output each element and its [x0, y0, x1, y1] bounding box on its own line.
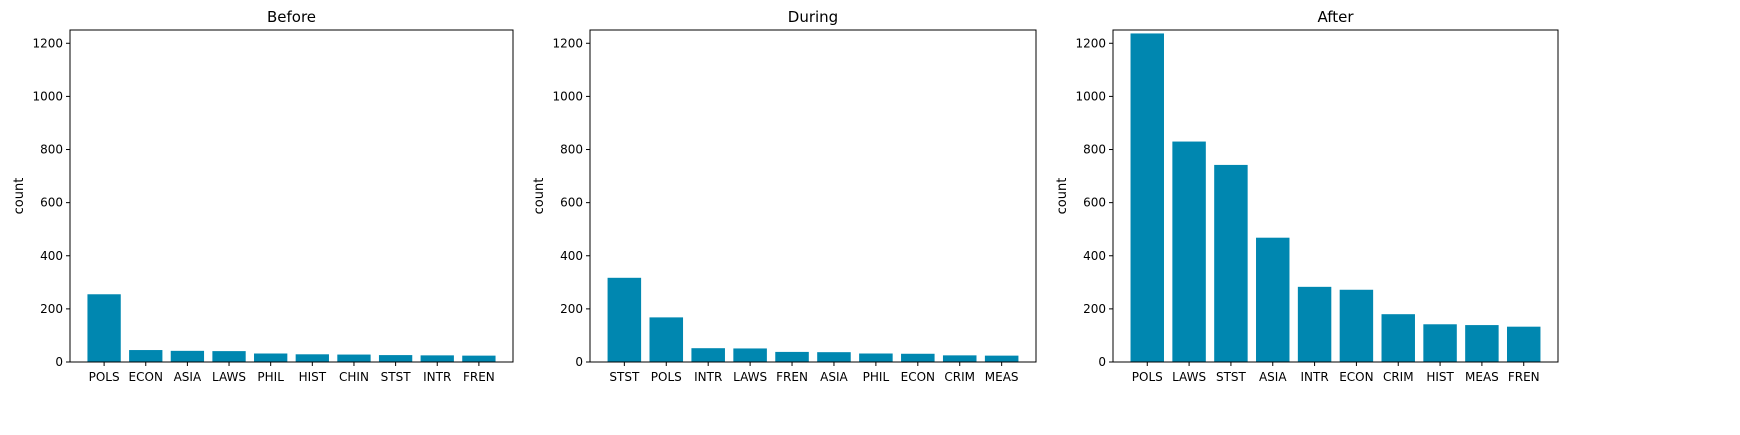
- bar-fren: [1507, 326, 1541, 362]
- x-tick-label: FREN: [776, 370, 808, 384]
- y-tick-label: 0: [575, 355, 583, 369]
- plot-frame: [589, 29, 1037, 363]
- bar-laws: [733, 348, 767, 362]
- x-tick-label: INTR: [694, 370, 722, 384]
- x-tick-label: STST: [609, 370, 640, 384]
- bar-hist: [295, 354, 329, 362]
- y-tick-label: 1000: [32, 89, 63, 103]
- bar-econ: [1339, 289, 1374, 362]
- y-tick-label: 400: [560, 249, 583, 263]
- y-tick-label: 1000: [552, 89, 583, 103]
- x-tick-label: ECON: [901, 370, 935, 384]
- x-tick-label: CRIM: [944, 370, 975, 384]
- chart-panel-after: POLS LAWS STST ASIA INTR ECON CRIM HIST MEAS FREN…: [1055, 8, 1559, 384]
- x-tick-label: STST: [381, 370, 412, 384]
- bar-crim: [1381, 314, 1415, 362]
- bar-laws: [1172, 141, 1206, 362]
- bar-econ: [901, 353, 935, 362]
- y-axis-label: count: [1055, 178, 1070, 215]
- y-tick-label: 600: [1083, 196, 1106, 210]
- bar-intr: [1297, 286, 1332, 362]
- bar-asia: [1256, 237, 1290, 362]
- y-tick-label: 800: [40, 143, 63, 157]
- x-tick-label: FREN: [463, 370, 495, 384]
- bar-intr: [691, 348, 725, 362]
- bar-pols: [649, 317, 684, 362]
- bar-laws: [212, 351, 246, 362]
- y-tick-label: 1200: [552, 36, 583, 50]
- x-tick-label: PHIL: [863, 370, 890, 384]
- bar-pols: [1130, 33, 1164, 362]
- x-tick-label: HIST: [299, 370, 327, 384]
- y-tick-label: 0: [55, 355, 63, 369]
- bar-asia: [817, 352, 851, 362]
- y-axis-label: count: [12, 178, 27, 215]
- bar-econ: [129, 350, 163, 362]
- y-tick-label: 1000: [1075, 89, 1106, 103]
- bar-meas: [984, 355, 1019, 362]
- x-tick-label: POLS: [651, 370, 682, 384]
- chart-title: Before: [267, 8, 316, 26]
- y-tick-label: 400: [40, 249, 63, 263]
- x-tick-label: ECON: [129, 370, 163, 384]
- y-tick-label: 200: [560, 302, 583, 316]
- bar-stst: [607, 277, 642, 362]
- y-tick-label: 0: [1098, 355, 1106, 369]
- plot-frame: [69, 29, 514, 363]
- bar-chin: [337, 354, 371, 362]
- bar-meas: [1465, 325, 1499, 362]
- x-tick-label: MEAS: [985, 370, 1019, 384]
- bar-asia: [170, 350, 205, 362]
- x-tick-label: POLS: [89, 370, 120, 384]
- x-tick-label: HIST: [1426, 370, 1454, 384]
- x-tick-label: LAWS: [212, 370, 246, 384]
- chart-title: During: [788, 8, 838, 26]
- bar-stst: [378, 355, 413, 362]
- bar-hist: [1423, 324, 1457, 362]
- y-axis-label: count: [532, 178, 547, 215]
- bar-pols: [87, 294, 121, 362]
- x-tick-label: STST: [1216, 370, 1247, 384]
- x-tick-label: ASIA: [1259, 370, 1287, 384]
- y-tick-label: 200: [1083, 302, 1106, 316]
- x-tick-label: INTR: [423, 370, 451, 384]
- x-tick-label: ECON: [1339, 370, 1373, 384]
- x-tick-label: PHIL: [257, 370, 284, 384]
- chart-panel-before: POLS ECON ASIA LAWS PHIL HIST CHIN STST INTR FREN…: [12, 8, 514, 384]
- bar-intr: [420, 355, 454, 362]
- bar-phil: [859, 353, 893, 362]
- plot-frame: [1112, 29, 1559, 363]
- y-tick-label: 800: [560, 143, 583, 157]
- bar-fren: [462, 355, 496, 362]
- x-tick-label: ASIA: [174, 370, 202, 384]
- bar-crim: [942, 355, 977, 362]
- y-tick-label: 1200: [1075, 36, 1106, 50]
- x-tick-label: CHIN: [339, 370, 369, 384]
- x-tick-label: LAWS: [1172, 370, 1206, 384]
- y-tick-label: 800: [1083, 143, 1106, 157]
- x-tick-label: INTR: [1300, 370, 1328, 384]
- bar-fren: [775, 351, 809, 362]
- y-tick-label: 200: [40, 302, 63, 316]
- y-tick-label: 600: [560, 196, 583, 210]
- x-tick-label: LAWS: [733, 370, 767, 384]
- y-tick-label: 600: [40, 196, 63, 210]
- x-tick-label: MEAS: [1465, 370, 1499, 384]
- y-tick-label: 1200: [32, 36, 63, 50]
- bar-phil: [254, 353, 288, 362]
- x-tick-label: POLS: [1132, 370, 1163, 384]
- x-tick-label: CRIM: [1383, 370, 1414, 384]
- chart-panel-during: STST POLS INTR LAWS FREN ASIA PHIL ECON CRIM MEAS…: [532, 8, 1037, 384]
- y-tick-label: 400: [1083, 249, 1106, 263]
- bar-stst: [1214, 164, 1248, 362]
- x-tick-label: ASIA: [820, 370, 848, 384]
- x-tick-label: FREN: [1508, 370, 1540, 384]
- chart-title: After: [1317, 8, 1354, 26]
